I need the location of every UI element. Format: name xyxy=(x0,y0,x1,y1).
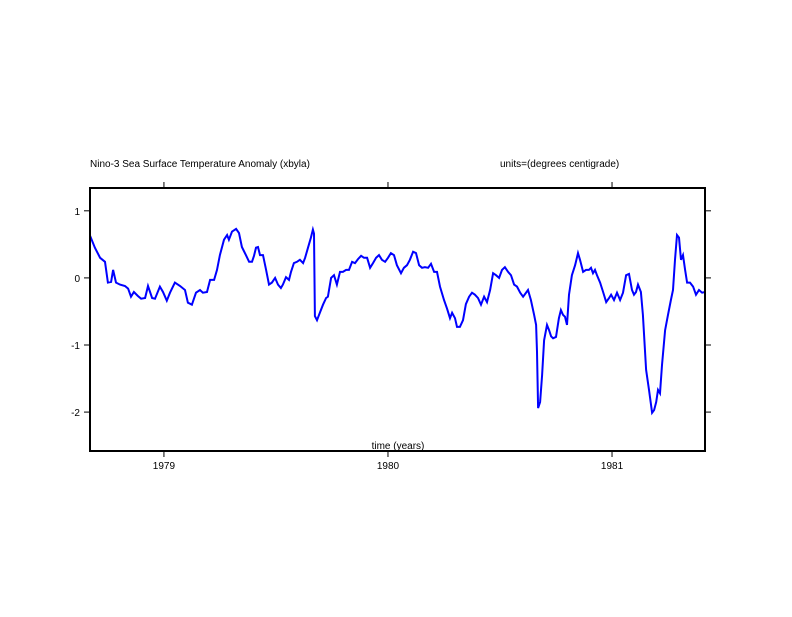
plot-area xyxy=(89,225,706,416)
x-tick-label: 1980 xyxy=(377,461,400,472)
series-line-sst-anomaly xyxy=(89,225,706,416)
chart-title: Nino-3 Sea Surface Temperature Anomaly (… xyxy=(90,159,310,170)
y-tick-label: -2 xyxy=(71,408,80,419)
plot-frame xyxy=(89,187,706,452)
y-tick-label: 0 xyxy=(74,274,80,285)
y-tick-label: -1 xyxy=(71,341,80,352)
x-tick-label: 1981 xyxy=(601,461,624,472)
x-tick-label: 1979 xyxy=(153,461,176,472)
axis-ticks: 1979 1980 1981 1 0 -1 -2 xyxy=(71,182,711,472)
y-tick-label: 1 xyxy=(74,207,80,218)
units-label: units=(degrees centigrade) xyxy=(500,159,619,170)
x-axis-label: time (years) xyxy=(372,441,425,452)
